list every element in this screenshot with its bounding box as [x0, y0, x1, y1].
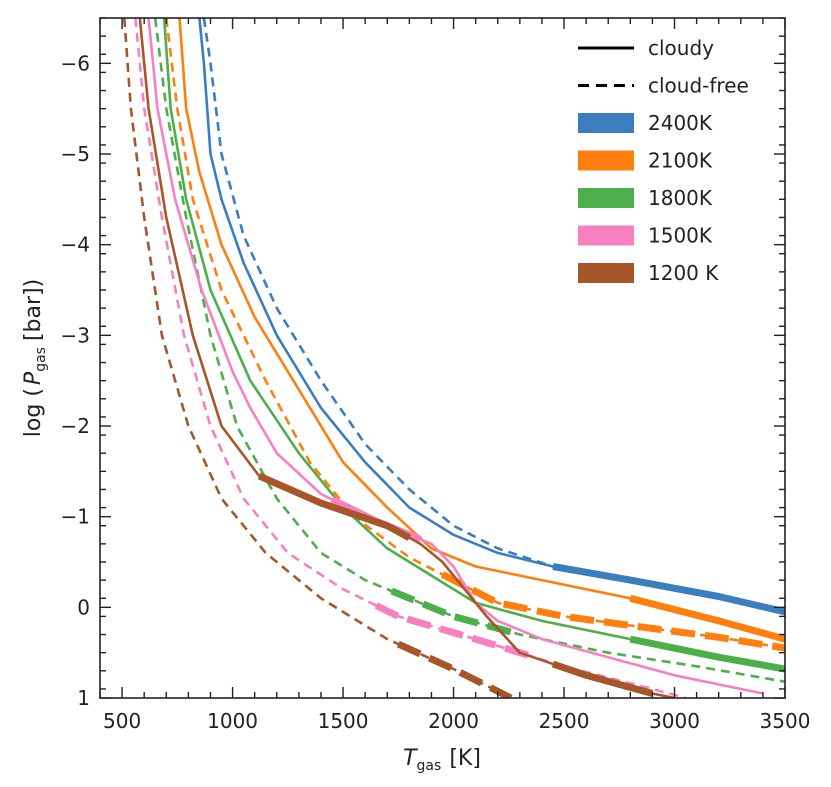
- series-line-2400k-cloud-free: [202, 18, 785, 614]
- series-line-1800k-cloudy: [162, 18, 785, 671]
- series-layer: [123, 18, 785, 698]
- series-line-1500k-cloud-free: [134, 18, 686, 698]
- y-tick-label: −2: [61, 414, 90, 438]
- x-tick-label: 3000: [649, 709, 700, 733]
- series-thick-1500k-cloud-free-1: [374, 602, 532, 660]
- series-line-2400k-cloudy: [198, 18, 785, 614]
- legend-swatch-2100K: [578, 150, 634, 171]
- y-axis-label: log (Pgas[bar]): [21, 279, 49, 437]
- ticks-layer: [99, 17, 786, 699]
- x-tick-label: 2500: [539, 709, 590, 733]
- legend-label-cloudy: cloudy: [648, 36, 714, 60]
- plot-frame: [99, 17, 786, 699]
- y-tick-label: −6: [61, 51, 90, 75]
- x-tick-label: 500: [103, 709, 141, 733]
- legend-swatch-1200K: [578, 263, 634, 283]
- series-thick-1200-k-cloud-free-1: [396, 640, 513, 698]
- series-thick-1800k-cloudy-1: [629, 635, 785, 673]
- y-tick-label: −4: [61, 233, 90, 257]
- legend: cloudy cloud-free 2400K 2100K 1800K 1500K 1200…: [578, 36, 749, 285]
- y-tick-label: −1: [61, 505, 90, 529]
- x-tick-label: 2000: [428, 709, 479, 733]
- legend-swatch-1500K: [578, 225, 634, 246]
- series-thick-2100k-cloud-free-1: [440, 571, 785, 652]
- legend-swatch-2400K: [578, 113, 634, 133]
- legend-label-2100K: 2100K: [648, 149, 713, 173]
- y-tick-label: −5: [61, 142, 90, 166]
- series-thick-2100k-cloudy-1: [629, 594, 785, 643]
- tick-labels: 500 1000 1500 2000 2500 3000 3500 −6 −5 −4 −3 −2 −1 0…: [61, 51, 811, 733]
- series-line-2100k-cloudy: [178, 18, 785, 641]
- legend-swatch-1800K: [578, 188, 634, 208]
- x-tick-label: 3500: [760, 709, 811, 733]
- series-thick-1200-k-cloudy-1: [257, 472, 412, 541]
- y-tick-label: 1: [77, 686, 90, 710]
- x-tick-label: 1000: [207, 709, 258, 733]
- x-axis-label: Tgas [K]: [403, 746, 481, 774]
- y-tick-label: −3: [61, 323, 90, 347]
- x-tick-label: 1500: [318, 709, 369, 733]
- legend-label-2400K: 2400K: [648, 111, 713, 135]
- legend-label-cloud-free: cloud-free: [648, 74, 749, 98]
- legend-label-1500K: 1500K: [648, 224, 713, 248]
- series-line-1800k-cloud-free: [153, 18, 785, 683]
- series-thick-1200-k-cloudy-2: [551, 660, 654, 697]
- legend-label-1800K: 1800K: [648, 186, 713, 210]
- series-line-1200-k-cloud-free: [123, 18, 512, 698]
- legend-label-1200K: 1200 K: [648, 261, 719, 285]
- series-thick-1800k-cloud-free-1: [390, 587, 521, 638]
- y-tick-label: 0: [77, 595, 90, 619]
